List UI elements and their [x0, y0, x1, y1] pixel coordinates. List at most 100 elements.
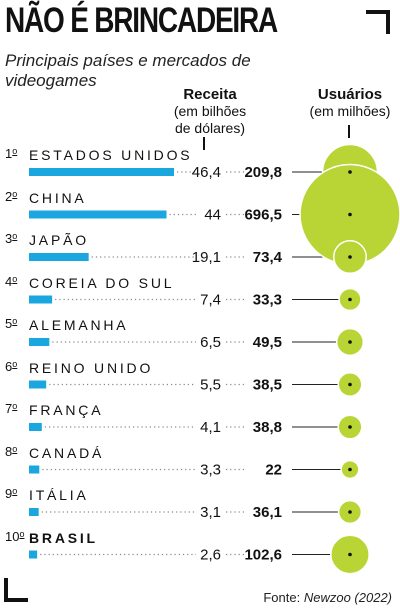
- country-label: FRANÇA: [29, 402, 104, 418]
- bubble-center-dots: [348, 170, 352, 557]
- chart-subtitle: Principais países e mercados de videogam…: [5, 51, 251, 90]
- revenue-bar: [29, 338, 50, 346]
- users-value: 33,3: [253, 292, 282, 309]
- users-value: 22: [265, 462, 282, 479]
- revenue-column-header: Receita (em bilhões de dólares): [160, 86, 260, 137]
- revenue-value: 44: [204, 207, 221, 224]
- users-value: 36,1: [253, 504, 282, 521]
- bubble-center-dot: [348, 297, 352, 302]
- chart-title: NÃO É BRINCADEIRA: [5, 1, 278, 40]
- revenue-bar: [29, 253, 89, 261]
- users-value: 696,5: [244, 207, 282, 224]
- rank-ordinal: o: [12, 316, 18, 326]
- rank-number: 9: [5, 486, 13, 501]
- rank-number: 4: [5, 273, 13, 289]
- revenue-bars: [29, 168, 174, 559]
- rank-ordinal: o: [12, 188, 18, 199]
- corner-mark-top-right: [366, 10, 390, 34]
- leader-lines: [40, 171, 350, 556]
- source-name: Newzoo (2022): [303, 590, 392, 605]
- users-value: 49,5: [253, 334, 282, 351]
- revenue-bar: [29, 168, 174, 176]
- rank-number: 7: [5, 401, 13, 416]
- users-value: 38,8: [253, 419, 282, 436]
- revenue-value: 5,5: [200, 377, 221, 394]
- rank-ordinal: o: [12, 401, 18, 411]
- revenue-value: 4,1: [200, 419, 221, 436]
- revenue-title: Receita: [183, 86, 237, 103]
- rank-ordinal: o: [12, 358, 18, 369]
- rank-ordinal: o: [12, 146, 18, 156]
- bubble-center-dot: [348, 425, 352, 429]
- revenue-bar: [29, 465, 40, 474]
- users-value: 38,5: [253, 377, 282, 394]
- rank-label: 9o: [5, 486, 17, 501]
- revenue-value: 3,3: [200, 462, 221, 479]
- revenue-value: 6,5: [200, 334, 221, 351]
- bubble-center-dot: [348, 340, 352, 344]
- revenue-bar: [29, 508, 39, 516]
- revenue-value: 19,1: [192, 249, 221, 266]
- revenue-bar: [29, 380, 47, 389]
- rank-ordinal: o: [12, 443, 18, 454]
- rank-label: 8o: [5, 444, 17, 459]
- bubble-center-dot: [348, 255, 352, 259]
- users-value: 73,4: [253, 249, 283, 266]
- user-bubbles: [299, 143, 400, 575]
- revenue-unit: (em bilhões de dólares): [173, 103, 247, 136]
- country-label: ALEMANHA: [29, 317, 129, 333]
- corner-mark-bottom-left: [4, 578, 28, 602]
- rank-label: 3o: [5, 231, 17, 246]
- rank-ordinal: o: [12, 231, 18, 241]
- bubble-center-dot: [348, 170, 352, 174]
- revenue-value: 46,4: [192, 164, 221, 181]
- country-label: BRASIL: [29, 529, 98, 546]
- rank-label: 5o: [5, 316, 17, 331]
- rank-number: 10: [5, 528, 20, 544]
- bubble-center-dot: [348, 467, 352, 472]
- rank-number: 6: [5, 358, 13, 374]
- users-title: Usuários: [317, 86, 383, 103]
- source-prefix: Fonte:: [263, 590, 301, 605]
- source-note: Fonte: Newzoo (2022): [263, 590, 392, 605]
- value-labels: 46,4 209,8 44 696,5 19,1 73,4 7,4 33,3 6,5 49,5 5,…: [192, 164, 283, 564]
- rank-label: 2o: [5, 189, 17, 204]
- revenue-value: 3,1: [200, 504, 221, 521]
- rank-ordinal: o: [19, 528, 25, 539]
- bubble-center-dot: [348, 510, 352, 514]
- rank-label: 10o: [5, 529, 24, 544]
- revenue-bar: [29, 423, 42, 431]
- country-label: COREIA DO SUL: [29, 274, 175, 291]
- rank-label: 4o: [5, 274, 17, 289]
- users-header-tick: [348, 125, 350, 138]
- revenue-value: 7,4: [200, 292, 221, 309]
- country-label: REINO UNIDO: [29, 359, 154, 376]
- country-label: CANADÁ: [29, 444, 105, 461]
- rank-number: 3: [5, 231, 13, 246]
- rank-number: 2: [5, 188, 13, 204]
- rank-label: 1o: [5, 146, 17, 161]
- users-value: 102,6: [244, 547, 282, 564]
- country-label: ITÁLIA: [29, 487, 89, 503]
- revenue-value: 2,6: [200, 547, 221, 564]
- rank-label: 7o: [5, 401, 17, 416]
- users-column-header: Usuários (em milhões): [300, 86, 400, 120]
- revenue-bar: [29, 295, 53, 304]
- users-unit: (em milhões): [309, 103, 391, 119]
- rank-ordinal: o: [12, 486, 18, 496]
- rank-number: 5: [5, 316, 13, 331]
- country-label: ESTADOS UNIDOS: [29, 147, 193, 163]
- country-label: JAPÃO: [29, 232, 89, 248]
- rank-ordinal: o: [12, 273, 18, 284]
- country-label: CHINA: [29, 189, 87, 206]
- bubble-center-dot: [348, 552, 352, 557]
- bubble-center-dot: [348, 212, 352, 217]
- revenue-bar: [29, 550, 38, 559]
- revenue-bar: [29, 210, 167, 219]
- users-value: 209,8: [244, 164, 282, 181]
- rank-label: 6o: [5, 359, 17, 374]
- rank-number: 1: [5, 146, 13, 161]
- rank-number: 8: [5, 443, 13, 459]
- revenue-header-tick: [203, 137, 205, 150]
